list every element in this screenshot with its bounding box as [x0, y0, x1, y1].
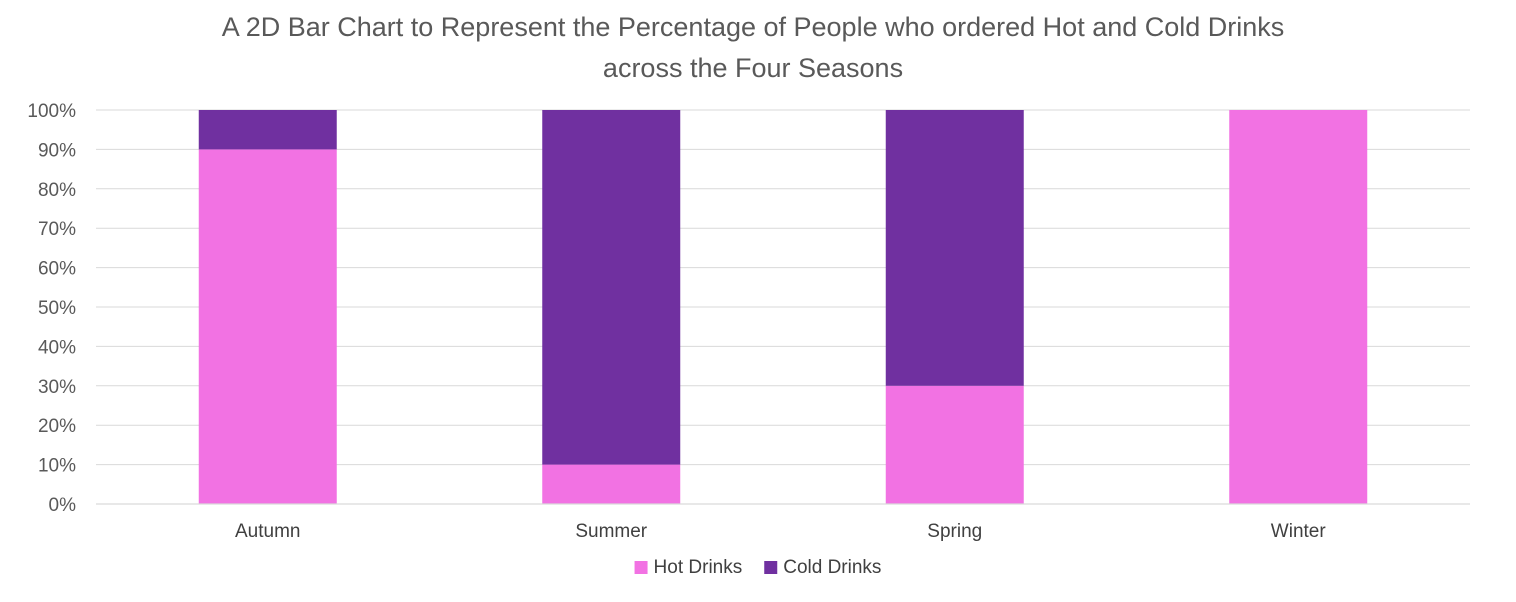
- x-axis-category-labels: Autumn Summer Spring Winter: [235, 521, 1326, 542]
- y-tick-label: 100%: [27, 101, 76, 122]
- chart-title: A 2D Bar Chart to Represent the Percenta…: [222, 12, 1285, 83]
- y-tick-label: 90%: [38, 140, 76, 161]
- legend-swatch-hot-drinks: [634, 561, 648, 574]
- y-tick-label: 50%: [38, 298, 76, 319]
- legend-swatch-cold-drinks: [764, 561, 778, 574]
- chart-title-line-1: A 2D Bar Chart to Represent the Percenta…: [222, 12, 1285, 42]
- bar-spring-hot-drinks: [885, 385, 1024, 504]
- bar-autumn-cold-drinks: [198, 110, 337, 150]
- bars: [198, 110, 1368, 504]
- legend-label-cold-drinks: Cold Drinks: [783, 557, 881, 578]
- y-tick-label: 60%: [38, 259, 76, 280]
- bar-winter-hot-drinks: [1229, 110, 1368, 504]
- bar-summer-hot-drinks: [542, 464, 681, 504]
- legend-label-hot-drinks: Hot Drinks: [654, 557, 743, 578]
- bar-summer-cold-drinks: [542, 110, 681, 465]
- y-tick-label: 20%: [38, 416, 76, 437]
- x-category-label: Winter: [1271, 521, 1327, 542]
- y-tick-label: 0%: [49, 495, 77, 516]
- x-category-label: Spring: [927, 521, 982, 542]
- x-category-label: Summer: [575, 521, 647, 542]
- chart-title-line-2: across the Four Seasons: [603, 53, 903, 83]
- x-category-label: Autumn: [235, 521, 300, 542]
- y-axis-tick-labels: 0% 10% 20% 30% 40% 50% 60% 70% 80% 90% 100%: [27, 101, 76, 516]
- y-tick-label: 40%: [38, 337, 76, 358]
- legend: Hot Drinks Cold Drinks: [634, 557, 881, 578]
- y-tick-label: 70%: [38, 219, 76, 240]
- y-tick-label: 80%: [38, 180, 76, 201]
- y-tick-label: 30%: [38, 377, 76, 398]
- bar-autumn-hot-drinks: [198, 149, 337, 504]
- y-tick-label: 10%: [38, 456, 76, 477]
- bar-spring-cold-drinks: [885, 110, 1024, 386]
